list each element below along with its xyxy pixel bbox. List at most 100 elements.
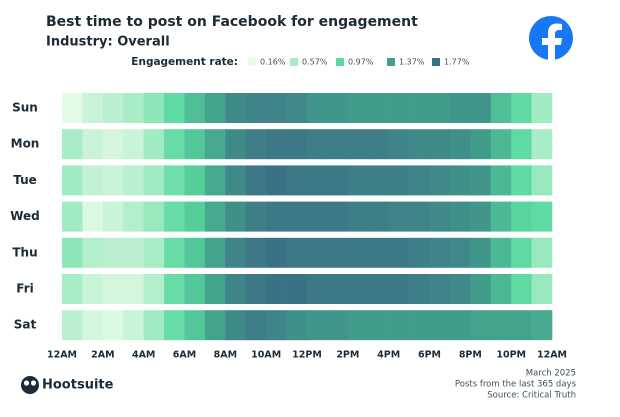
heat-cell — [470, 274, 492, 304]
heat-cell — [184, 274, 206, 304]
heat-cell — [286, 129, 308, 160]
heat-cell — [531, 201, 553, 232]
heat-cell — [388, 201, 410, 232]
x-tick-label: 4PM — [377, 350, 400, 361]
heat-cell — [245, 165, 267, 196]
footer-note: Posts from the last 365 days — [455, 380, 577, 390]
heat-cell — [102, 237, 124, 268]
x-tick-label: 2AM — [91, 350, 114, 361]
heat-cell — [347, 201, 369, 232]
heat-cell — [143, 93, 165, 123]
heat-cell — [266, 237, 287, 268]
facebook-logo — [529, 16, 573, 60]
row-label: Sun — [12, 101, 38, 115]
heat-cell — [429, 201, 451, 232]
heat-cell — [164, 165, 185, 196]
heat-cell — [102, 201, 124, 232]
heatmap — [62, 93, 553, 341]
legend-label: 0.97% — [348, 58, 374, 67]
legend: 0.16% 0.57% 0.97% 1.37% 1.77% — [248, 58, 470, 67]
heat-cell — [429, 237, 451, 268]
heat-cell — [82, 93, 104, 123]
heat-cell — [307, 237, 328, 268]
heat-cell — [511, 310, 532, 341]
heat-cell — [409, 93, 430, 123]
heat-cell — [286, 310, 308, 341]
heat-cell — [409, 201, 430, 232]
x-tick-label: 10AM — [251, 350, 281, 361]
heat-cell — [82, 310, 104, 341]
heat-cell — [429, 93, 451, 123]
heat-cell — [204, 237, 226, 268]
heat-cell — [531, 93, 553, 123]
heat-cell — [307, 129, 328, 160]
heat-cell — [388, 310, 410, 341]
heat-cell — [184, 93, 206, 123]
heat-cell — [225, 274, 247, 304]
heat-cell — [102, 129, 124, 160]
heat-cell — [143, 237, 165, 268]
heat-cell — [266, 93, 287, 123]
heat-cell — [470, 93, 492, 123]
heat-cell — [449, 201, 471, 232]
heat-cell — [62, 237, 83, 268]
heat-cell — [531, 165, 553, 196]
heat-cell — [368, 93, 389, 123]
heat-cell — [347, 274, 369, 304]
heat-cell — [307, 201, 328, 232]
heat-cell — [327, 310, 349, 341]
legend-swatch — [290, 58, 298, 66]
heat-cell — [388, 93, 410, 123]
heat-cell — [490, 165, 512, 196]
heat-cell — [429, 129, 451, 160]
heat-cell — [511, 165, 532, 196]
heat-cell — [102, 93, 124, 123]
heat-cell — [307, 165, 328, 196]
heat-cell — [449, 237, 471, 268]
heat-cell — [164, 237, 185, 268]
x-tick-label: 8AM — [214, 350, 237, 361]
facebook-f — [542, 23, 562, 60]
heat-cell — [164, 310, 185, 341]
heat-cell — [470, 129, 492, 160]
heat-cell — [266, 310, 287, 341]
legend-label: 0.57% — [302, 58, 328, 67]
owl-eye — [30, 380, 37, 386]
heat-cell — [266, 201, 287, 232]
heat-cell — [82, 274, 104, 304]
legend-swatch — [432, 58, 440, 66]
heat-cell — [327, 93, 349, 123]
heat-cell — [286, 274, 308, 304]
row-label: Tue — [13, 173, 37, 187]
heat-cell — [225, 165, 247, 196]
heat-cell — [143, 274, 165, 304]
legend-swatch — [387, 58, 395, 66]
heat-cell — [531, 310, 553, 341]
heat-cell — [286, 165, 308, 196]
heat-cell — [449, 310, 471, 341]
heat-cell — [368, 201, 389, 232]
heat-cell — [490, 237, 512, 268]
heat-cell — [82, 165, 104, 196]
heat-cell — [204, 274, 226, 304]
heat-cell — [102, 310, 124, 341]
heat-cell — [307, 93, 328, 123]
heat-cell — [449, 165, 471, 196]
heat-cell — [286, 93, 308, 123]
row-label: Sat — [14, 318, 37, 332]
heat-cell — [102, 274, 124, 304]
heat-cell — [123, 93, 144, 123]
heat-cell — [388, 237, 410, 268]
owl-icon — [21, 376, 39, 394]
heat-cell — [164, 201, 185, 232]
x-tick-label: 6AM — [173, 350, 196, 361]
legend-swatch — [248, 58, 256, 66]
heat-cell — [245, 201, 267, 232]
heat-cell — [62, 129, 83, 160]
heat-cell — [429, 165, 451, 196]
heat-cell — [123, 310, 144, 341]
row-label: Mon — [11, 137, 40, 151]
heat-cell — [204, 201, 226, 232]
heat-cell — [245, 310, 267, 341]
heat-cell — [531, 237, 553, 268]
